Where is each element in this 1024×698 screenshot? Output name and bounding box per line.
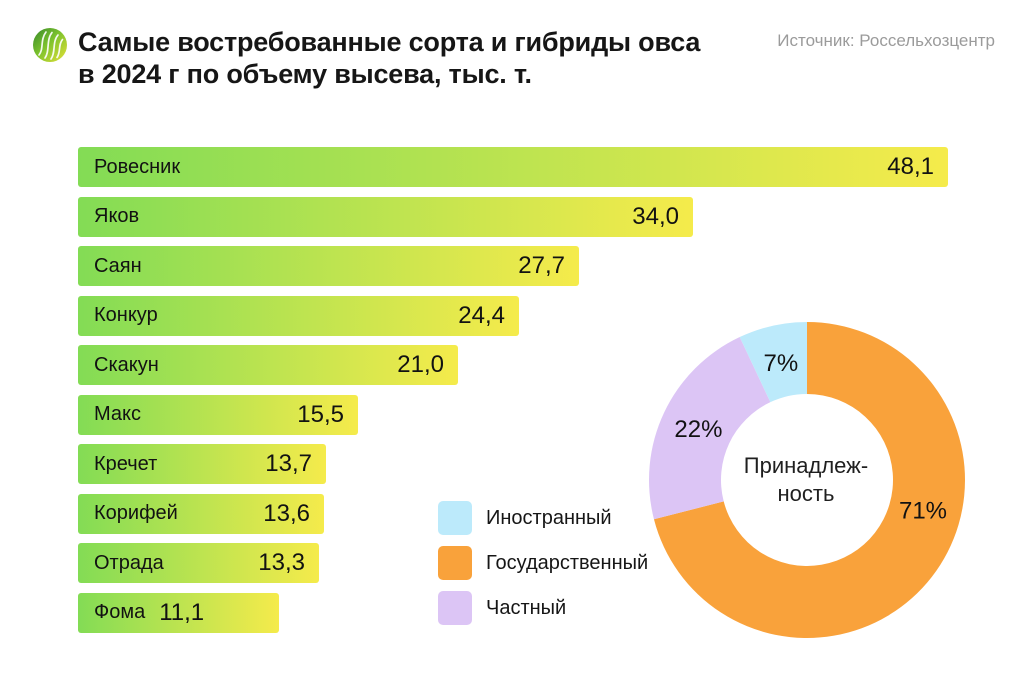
legend-label: Государственный xyxy=(486,551,649,574)
bar-label: Скакун xyxy=(94,353,159,376)
bar-value: 11,1 xyxy=(159,598,205,626)
donut-center-line1: Принадлеж- xyxy=(743,453,869,478)
bar-label: Корифей xyxy=(94,502,178,524)
legend-row: Иностранный xyxy=(438,501,648,535)
bar-value: 24,4 xyxy=(458,301,505,329)
bar-row: Макс 15,5 xyxy=(78,394,358,435)
donut-percent-label: 22% xyxy=(674,416,722,443)
bar-label: Макс xyxy=(94,403,141,425)
bar-value: 13,7 xyxy=(265,450,312,477)
agro-sprout-logo-icon xyxy=(33,28,67,62)
donut-percent-label: 7% xyxy=(763,350,798,377)
bar-label: Фома xyxy=(94,601,146,623)
bar-row: Отрада 13,3 xyxy=(78,543,319,583)
donut-slice xyxy=(739,322,807,403)
page-title: Самые востребованные сорта и гибриды овс… xyxy=(78,26,700,90)
donut-center-line2: ность xyxy=(777,481,835,506)
bar-label: Кречет xyxy=(94,452,158,475)
donut-center-label: Принадлеж- ность xyxy=(716,452,896,508)
bar-chart: Ровесник 48,1 Яков 34,0 Саян 27,7 Конкур 24,4 Ск… xyxy=(78,147,948,633)
bar-row: Яков 34,0 xyxy=(78,196,693,237)
bar-row: Кречет 13,7 xyxy=(78,444,326,484)
donut-legend: Иностранный Государственный Частный xyxy=(438,501,648,625)
bar-value: 48,1 xyxy=(887,153,934,180)
source-label: Источник: Россельхозцентр xyxy=(777,31,995,50)
bar-label: Ровесник xyxy=(94,155,181,178)
legend-label: Иностранный xyxy=(486,506,612,529)
bar-value: 27,7 xyxy=(518,252,565,279)
donut-chart: 71% 22% 7% xyxy=(649,322,965,638)
bar-value: 34,0 xyxy=(632,202,679,230)
bar-row: Корифей 13,6 xyxy=(78,493,324,534)
page-title-line2: в 2024 г по объему высева, тыс. т. xyxy=(78,59,532,89)
legend-row: Частный xyxy=(438,591,648,625)
bar-label: Отрада xyxy=(94,551,164,574)
bar-label: Саян xyxy=(94,254,142,277)
bar-row: Конкур 24,4 xyxy=(78,295,519,336)
bar-row: Саян 27,7 xyxy=(78,246,579,286)
legend-swatch-icon xyxy=(438,546,472,580)
bar-row: Фома 11,1 xyxy=(78,592,279,633)
page-title-line1: Самые востребованные сорта и гибриды овс… xyxy=(78,27,701,57)
donut-slice xyxy=(653,322,965,638)
bar-value: 21,0 xyxy=(397,351,444,378)
legend-label: Частный xyxy=(486,596,567,619)
bar-label: Яков xyxy=(94,205,140,227)
bar-value: 13,6 xyxy=(263,499,310,527)
bar-row: Скакун 21,0 xyxy=(78,345,458,385)
bar-label: Конкур xyxy=(94,304,158,326)
legend-swatch-icon xyxy=(438,501,472,535)
bar-value: 15,5 xyxy=(297,400,344,428)
legend-swatch-icon xyxy=(438,591,472,625)
legend-row: Государственный xyxy=(438,546,648,580)
donut-slice xyxy=(649,337,771,520)
bar-row: Ровесник 48,1 xyxy=(78,147,948,187)
donut-percent-label: 71% xyxy=(899,498,947,525)
bar-value: 13,3 xyxy=(258,549,305,576)
